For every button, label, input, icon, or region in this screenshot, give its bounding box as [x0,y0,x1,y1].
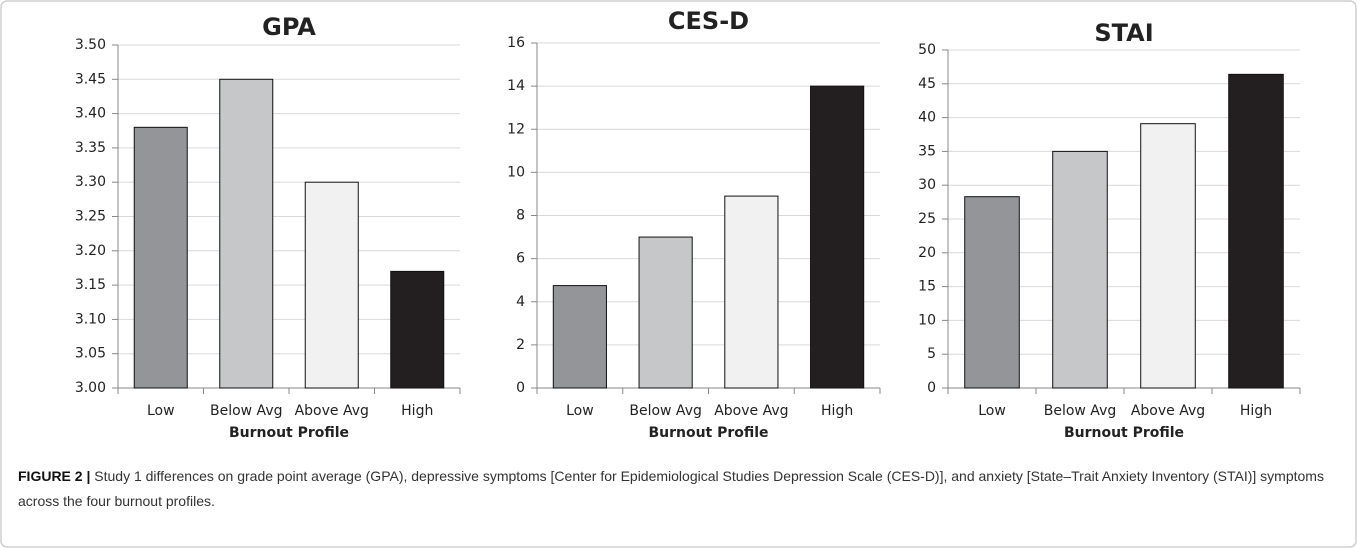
x-tick-label: Above Avg [1131,403,1205,419]
y-tick-label: 3.05 [75,346,106,362]
y-tick-label: 45 [918,76,936,92]
y-tick-label: 3.35 [75,140,106,156]
bar [724,195,779,389]
y-tick-label: 25 [918,211,936,227]
x-tick-label: High [401,403,433,419]
y-tick-label: 0 [516,380,525,396]
y-tick-label: 3.15 [75,277,106,293]
x-axis-label: Burnout Profile [229,425,349,441]
y-tick-label: 35 [918,143,936,159]
chart-title: STAI [1094,19,1153,47]
y-tick-label: 3.10 [75,311,106,327]
x-tick-label: Above Avg [714,403,788,419]
x-tick-label: Below Avg [210,403,283,419]
bar [1228,73,1284,389]
y-tick-label: 40 [918,110,936,126]
x-axis-label: Burnout Profile [648,425,768,441]
y-tick-label: 10 [918,312,936,328]
y-tick-label: 14 [507,78,525,94]
y-tick-label: 3.20 [75,243,106,259]
x-tick-label: Below Avg [1044,403,1117,419]
chart-title: CES-D [668,7,749,35]
bar [638,236,693,389]
y-tick-label: 3.45 [75,71,106,87]
bar [304,181,359,389]
bar [1052,150,1108,389]
bar [964,196,1020,389]
y-tick-label: 5 [927,346,936,362]
chart-title: GPA [262,13,316,41]
y-tick-label: 3.40 [75,106,106,122]
y-tick-label: 3.00 [75,380,106,396]
y-tick-label: 2 [516,337,525,353]
x-tick-label: Above Avg [295,403,369,419]
caption-text: Study 1 differences on grade point avera… [18,468,1324,509]
x-tick-label: Low [147,403,175,419]
y-tick-label: 16 [507,35,525,51]
y-tick-label: 8 [516,208,525,224]
y-tick-label: 0 [927,380,936,396]
x-axis-label: Burnout Profile [1064,425,1184,441]
y-tick-label: 12 [507,121,525,137]
bar [1140,123,1196,389]
y-tick-label: 50 [918,42,936,58]
y-tick-label: 30 [918,177,936,193]
x-tick-label: High [821,403,853,419]
x-tick-label: High [1240,403,1272,419]
bar [810,85,865,389]
x-tick-label: Low [566,403,594,419]
y-tick-label: 4 [516,294,525,310]
x-tick-label: Low [978,403,1006,419]
bar [219,78,274,389]
caption: FIGURE 2 | Study 1 differences on grade … [18,464,1338,514]
y-tick-label: 20 [918,245,936,261]
y-tick-label: 3.50 [75,37,106,53]
y-tick-label: 6 [516,251,525,267]
x-tick-label: Below Avg [629,403,702,419]
bar [133,126,188,389]
y-tick-label: 10 [507,164,525,180]
caption-label: FIGURE 2 | [18,468,91,484]
y-tick-label: 3.30 [75,174,106,190]
bar [390,270,445,389]
y-tick-label: 3.25 [75,209,106,225]
y-tick-label: 15 [918,279,936,295]
bar [552,285,607,389]
